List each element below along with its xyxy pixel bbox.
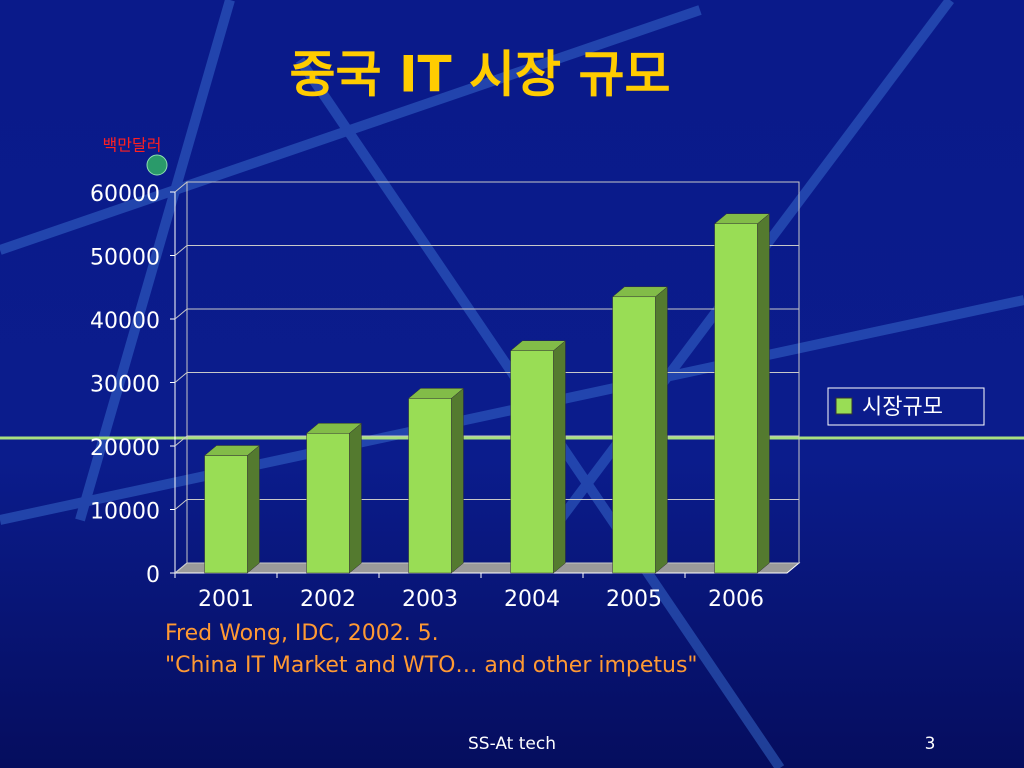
y-tick-label: 10000 <box>90 500 160 525</box>
chart-title: 중국 IT 시장 규모 <box>290 46 671 104</box>
bar <box>204 455 248 574</box>
bar <box>408 398 452 574</box>
x-tick-label: 2004 <box>504 587 560 612</box>
grid-line <box>174 372 799 383</box>
x-tick-label: 2005 <box>606 587 662 612</box>
plot-floor <box>173 562 801 574</box>
globe-icon <box>146 154 168 176</box>
legend-swatch <box>835 397 853 415</box>
x-tick-label: 2002 <box>300 587 356 612</box>
grid-line <box>174 435 799 447</box>
y-axis-unit: 백만달러 <box>103 136 162 155</box>
grid-line <box>174 562 799 574</box>
bar-side <box>247 444 260 574</box>
y-tick-label: 0 <box>146 563 160 588</box>
y-tick-label: 30000 <box>90 373 160 398</box>
bar <box>612 296 656 574</box>
grid-line <box>174 499 799 510</box>
grid-line <box>174 245 799 256</box>
page-number: 3 <box>925 734 936 754</box>
bar-side <box>655 286 668 574</box>
source-line: Fred Wong, IDC, 2002. 5. <box>165 621 439 646</box>
y-tick-label: 20000 <box>90 436 160 461</box>
source-line: "China IT Market and WTO… and other impe… <box>165 653 698 678</box>
x-tick-label: 2003 <box>402 587 458 612</box>
footer-text: SS-At tech <box>468 734 556 754</box>
x-tick-label: 2001 <box>198 587 254 612</box>
bar <box>714 223 758 574</box>
bar-side <box>451 387 464 574</box>
y-tick-label: 50000 <box>90 246 160 271</box>
bar-side <box>757 213 770 574</box>
bar-side <box>553 340 566 574</box>
grid-line <box>174 308 799 320</box>
bar-side <box>349 422 362 574</box>
legend-box <box>827 387 985 426</box>
x-tick-label: 2006 <box>708 587 764 612</box>
legend-label: 시장규모 <box>862 395 943 420</box>
bar <box>306 433 350 574</box>
y-tick-label: 60000 <box>90 182 160 207</box>
y-tick-label: 40000 <box>90 309 160 334</box>
bar <box>510 350 554 574</box>
grid-line <box>174 181 799 193</box>
